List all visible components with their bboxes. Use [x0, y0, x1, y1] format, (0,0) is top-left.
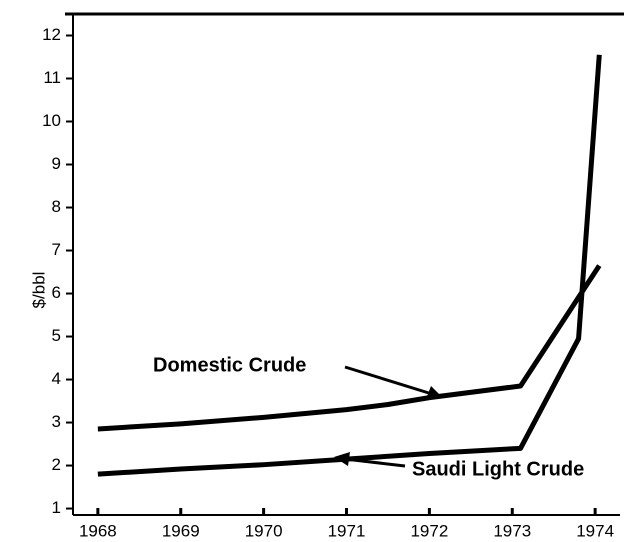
x-tick-label: 1969: [162, 521, 200, 540]
y-tick-label: 7: [52, 240, 61, 259]
y-tick-label: 9: [52, 154, 61, 173]
x-tick-label: 1972: [410, 521, 448, 540]
annotation: Domestic Crude: [153, 354, 306, 376]
x-tick-label: 1974: [576, 521, 614, 540]
y-tick-label: 4: [52, 369, 61, 388]
x-tick-label: 1968: [79, 521, 117, 540]
y-tick-label: 1: [52, 498, 61, 517]
y-tick-label: 8: [52, 197, 61, 216]
y-tick-label: 11: [43, 68, 61, 87]
y-tick-label: 6: [52, 283, 61, 302]
x-tick-label: 1973: [493, 521, 531, 540]
y-axis-label: $/bbl: [29, 272, 48, 309]
annotation-arrow: [344, 365, 433, 396]
y-tick-label: 5: [52, 326, 61, 345]
line: [97, 54, 602, 477]
y-tick-label: 12: [42, 25, 61, 44]
line: [97, 264, 602, 432]
y-tick-label: 2: [52, 455, 61, 474]
x-tick-label: 1970: [245, 521, 283, 540]
annotation: Saudi Light Crude: [412, 458, 584, 480]
x-tick-label: 1971: [328, 521, 366, 540]
y-tick-label: 10: [42, 111, 61, 130]
y-tick-label: 3: [52, 412, 61, 431]
